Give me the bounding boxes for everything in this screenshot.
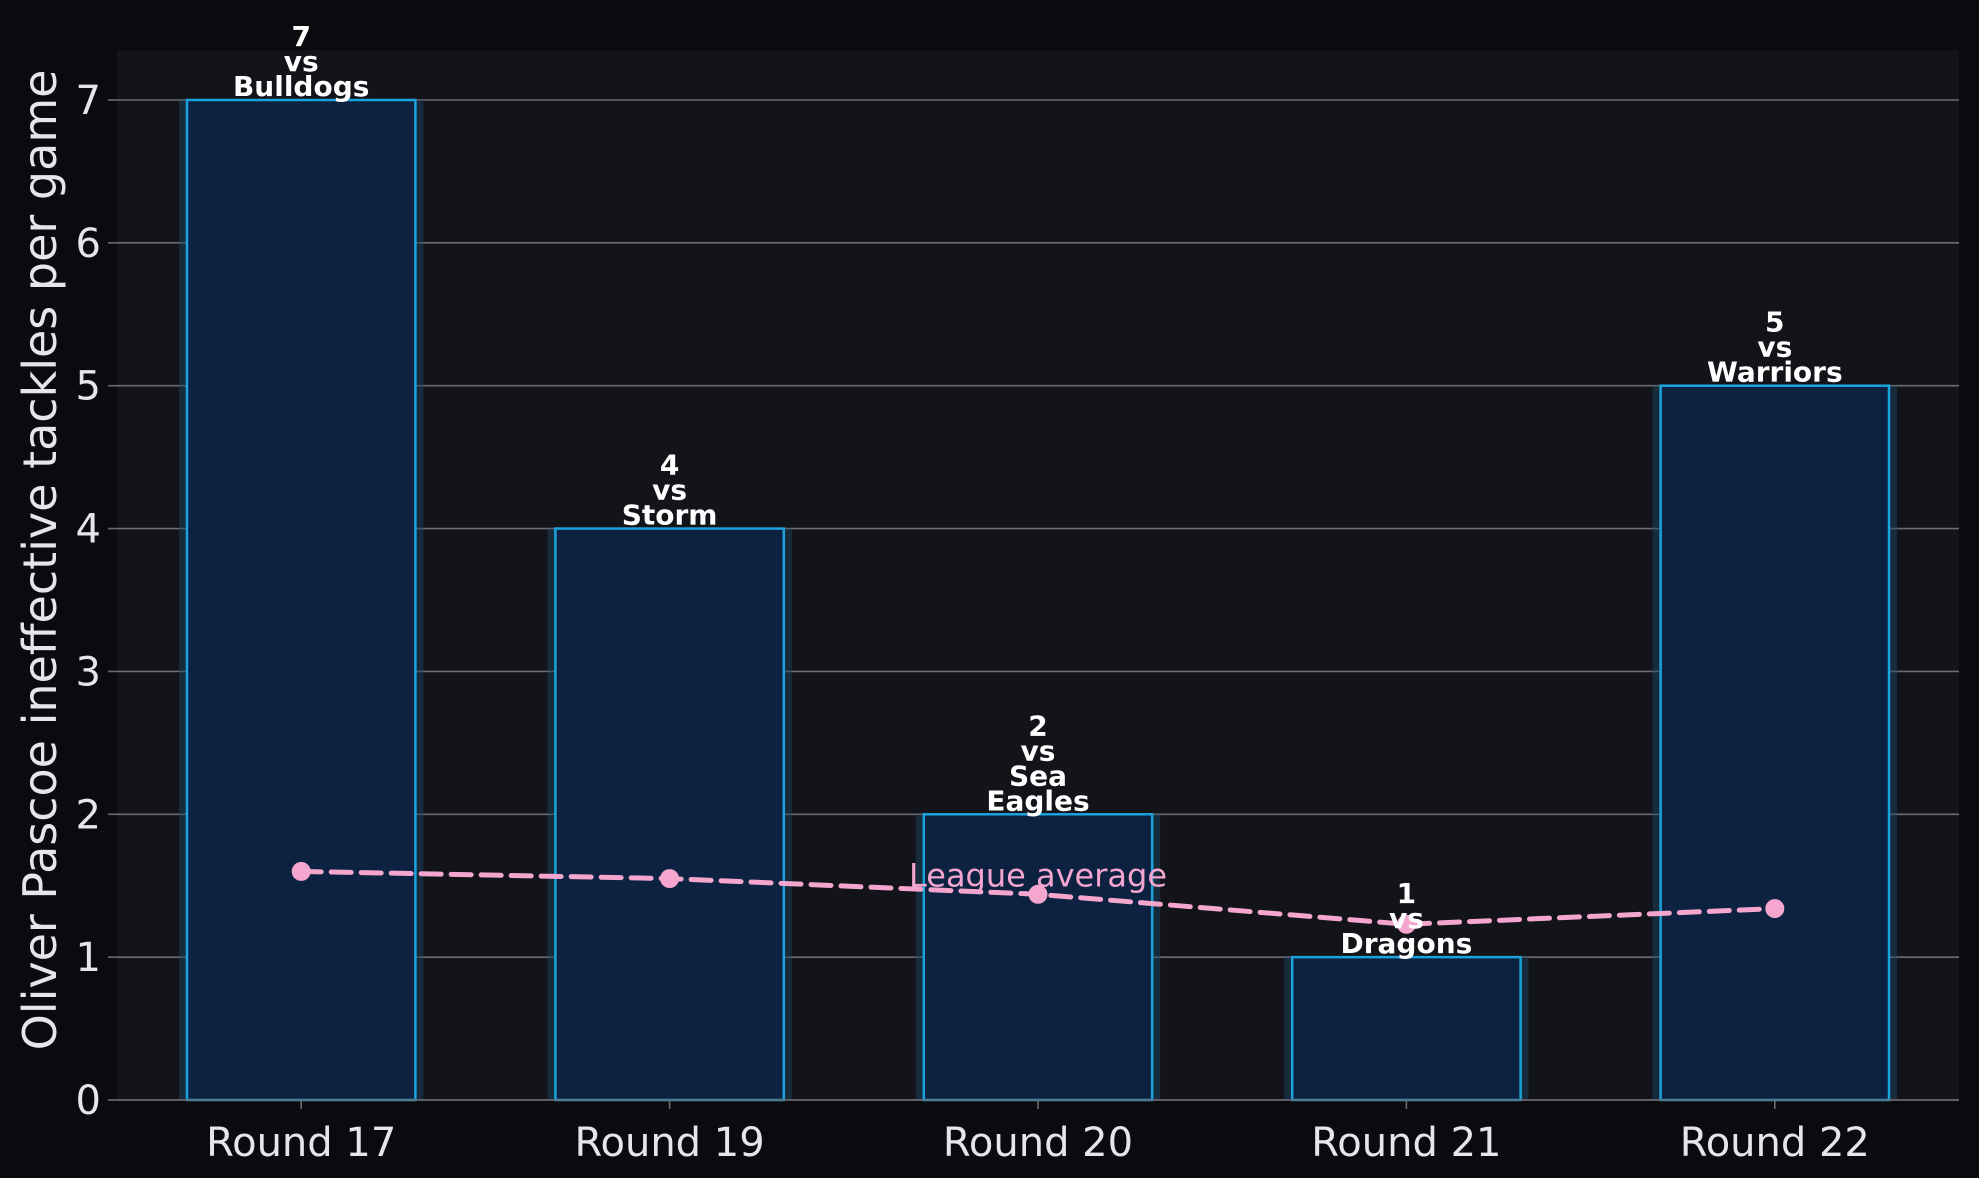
league-average-point (1396, 914, 1416, 934)
league-average-point (660, 869, 680, 889)
y-tick-label: 3 (76, 649, 101, 695)
bar-data-label: 7 vs Bulldogs (233, 20, 369, 103)
bar-round-20 (922, 813, 1154, 1102)
x-tick-label: Round 19 (575, 1120, 765, 1166)
y-axis-title: Oliver Pascoe ineffective tackles per ga… (13, 70, 67, 1051)
x-tick-label: Round 22 (1680, 1120, 1870, 1166)
bar-round-22 (1659, 384, 1891, 1102)
bar-data-label: 2 vs Sea Eagles (986, 709, 1089, 817)
league-average-point (1028, 884, 1048, 904)
axes: Oliver Pascoe ineffective tackles per ga… (13, 70, 1959, 1166)
x-tick-label: Round 21 (1311, 1120, 1501, 1166)
league-average-line-group: League average (291, 856, 1785, 934)
league-average-label: League average (909, 856, 1167, 894)
bar-data-label: 1 vs Dragons (1340, 877, 1472, 960)
y-tick-label: 4 (76, 507, 101, 553)
x-tick-label: Round 17 (206, 1120, 396, 1166)
y-tick-label: 2 (76, 792, 101, 838)
y-tick-label: 7 (76, 78, 101, 124)
y-tick-label: 1 (76, 935, 101, 981)
bar-round-19 (554, 527, 786, 1102)
bar-data-label: 4 vs Storm (622, 449, 718, 532)
y-tick-label: 5 (76, 364, 101, 410)
league-average-point (1765, 899, 1785, 919)
bars (178, 98, 1898, 1102)
x-tick-label: Round 20 (943, 1120, 1133, 1166)
y-tick-label: 6 (76, 221, 101, 267)
league-average-point (291, 861, 311, 881)
bar-data-label: 5 vs Warriors (1707, 306, 1843, 389)
bar-round-21 (1290, 955, 1522, 1102)
y-tick-label: 0 (76, 1078, 101, 1124)
bar-round-17 (185, 98, 417, 1102)
data-labels: 7 vs Bulldogs 4 vs Storm 2 vs Sea Eagles 1 vs Dragon… (233, 20, 1843, 960)
